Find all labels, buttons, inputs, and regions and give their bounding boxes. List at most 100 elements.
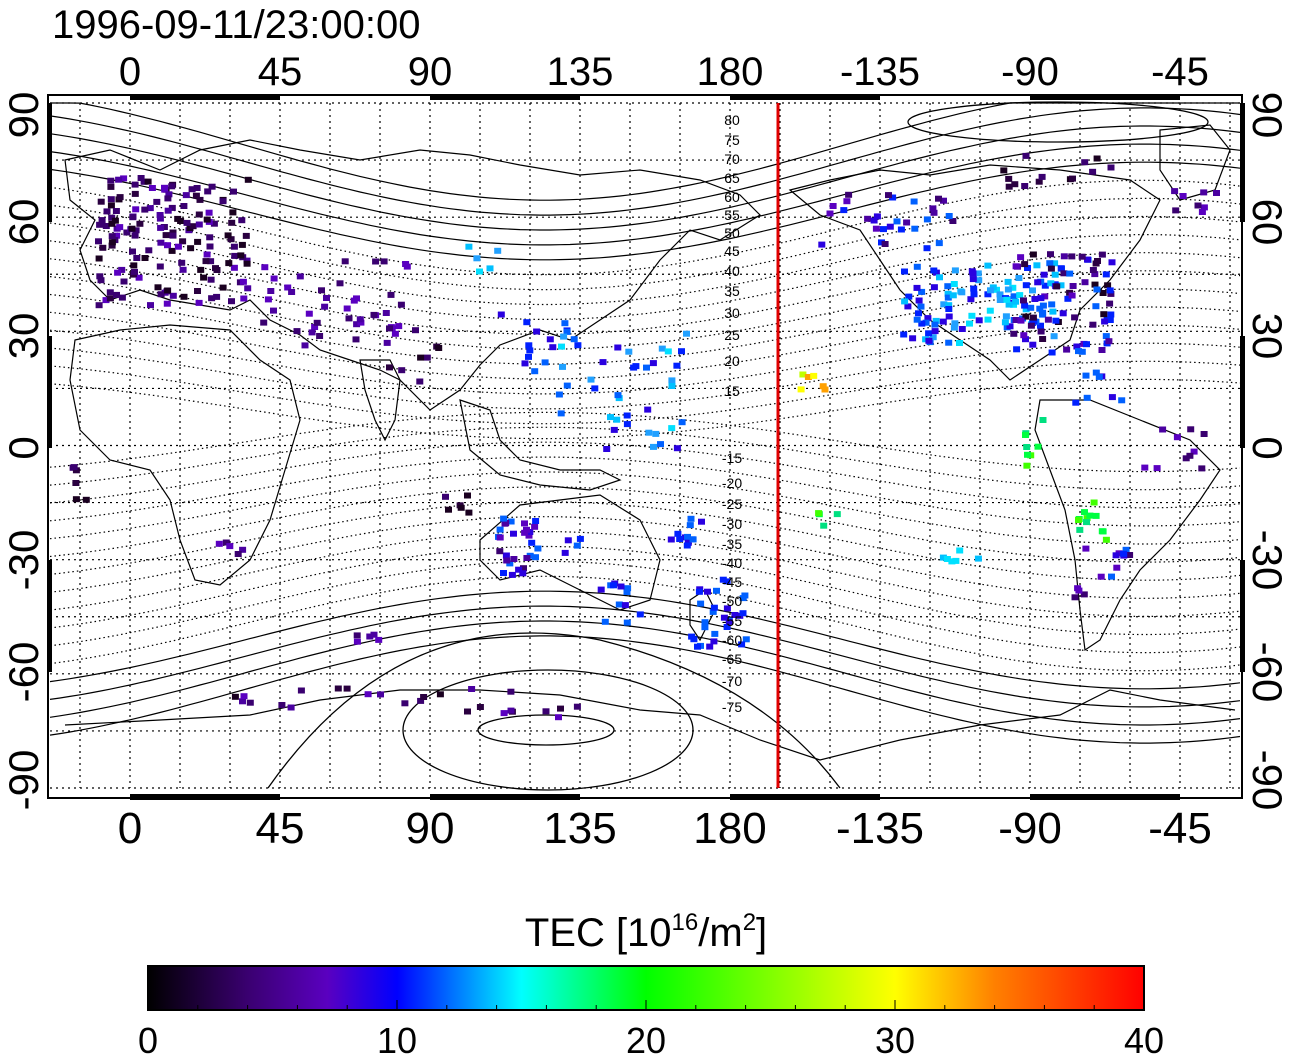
colorbar-tick-label: 30 <box>875 1020 915 1057</box>
tec-cell <box>925 337 933 344</box>
tec-cell <box>658 345 666 352</box>
tec-cell <box>1078 348 1086 355</box>
tec-cell <box>353 321 361 328</box>
tec-cell <box>1011 181 1019 188</box>
tec-cell <box>194 238 202 245</box>
tec-cell <box>1034 443 1042 450</box>
colorbar-title-exponent2: 2 <box>743 909 756 936</box>
tec-cell <box>1099 290 1107 296</box>
tec-cell <box>206 234 214 241</box>
tec-cell <box>940 197 947 204</box>
tec-cell <box>356 316 364 323</box>
tec-cell <box>905 293 913 300</box>
tec-cell <box>623 619 631 626</box>
tec-cell <box>169 292 177 299</box>
contour-label: 20 <box>724 353 740 369</box>
tec-cell <box>943 556 951 562</box>
tec-cell <box>244 285 252 292</box>
tec-cell <box>657 441 664 448</box>
tec-cell <box>212 265 219 272</box>
tec-cell <box>1098 251 1106 258</box>
tec-cell <box>1187 426 1195 433</box>
tec-cell <box>649 360 657 367</box>
contour-label: -65 <box>722 651 742 667</box>
tec-cell <box>1069 175 1076 182</box>
tec-cell <box>200 274 208 281</box>
mag-contour-line <box>49 575 1241 672</box>
tec-cell <box>106 295 114 302</box>
tec-cell <box>738 641 746 648</box>
tec-cell <box>148 185 156 191</box>
tec-cell <box>1039 336 1047 342</box>
tec-cell <box>147 302 154 309</box>
tec-cell <box>958 326 966 332</box>
tec-cell <box>180 203 188 209</box>
right-lat-tick: 90 <box>1244 92 1291 139</box>
tec-cell <box>510 556 518 562</box>
tec-cell <box>502 520 510 526</box>
tec-cell <box>623 589 631 595</box>
contour-label: -45 <box>722 574 742 590</box>
tec-cell <box>1000 167 1008 174</box>
tec-cell <box>968 312 976 319</box>
timestamp-title: 1996-09-11/23:00:00 <box>52 3 420 47</box>
tec-cell <box>364 691 372 698</box>
tec-cell <box>615 601 623 608</box>
tec-cell <box>923 245 931 252</box>
tec-cell <box>644 406 652 413</box>
tec-cell <box>1021 261 1029 268</box>
tec-cell <box>1092 303 1100 310</box>
bottom-lon-tick: -90 <box>998 804 1062 853</box>
tec-cell <box>387 291 395 298</box>
tec-cell <box>1190 448 1198 455</box>
tec-cell <box>1003 296 1011 303</box>
tec-measurements <box>69 152 1220 721</box>
mag-contour-line <box>49 441 1241 509</box>
tec-cell <box>523 319 531 326</box>
tec-cell <box>1122 546 1130 553</box>
tec-cell <box>135 274 143 281</box>
tec-cell <box>698 518 705 525</box>
tec-cell <box>520 565 527 572</box>
tec-cell <box>208 295 216 302</box>
tec-cell <box>132 206 140 213</box>
tec-cell <box>270 307 277 314</box>
tec-cell <box>131 232 139 239</box>
tec-cell <box>500 570 507 576</box>
tec-cell <box>1047 280 1055 287</box>
bottom-lon-tick: 45 <box>256 804 305 853</box>
tec-cell <box>336 280 344 287</box>
tec-cell <box>623 421 631 428</box>
contour-label: -60 <box>722 632 742 648</box>
tec-cell <box>146 205 154 212</box>
tec-cell <box>72 480 80 486</box>
mag-contour-line <box>49 107 1241 216</box>
tec-cell <box>1094 258 1101 264</box>
tec-cell <box>1075 587 1083 594</box>
tec-cell <box>1040 271 1048 278</box>
colorbar-title-suffix: ] <box>756 911 767 955</box>
contour-label: -70 <box>722 673 742 689</box>
tec-cell <box>673 445 681 452</box>
tec-cell <box>563 328 571 335</box>
tec-cell <box>508 571 516 578</box>
tec-cell <box>929 205 937 212</box>
tec-cell <box>203 216 211 223</box>
tec-cell <box>1083 394 1091 401</box>
right-lat-axis: 90 60 30 0 -30 -60 -90 <box>1244 92 1291 811</box>
contour-label: 60 <box>724 189 740 205</box>
tec-cell <box>229 209 237 216</box>
tec-cell <box>423 354 431 361</box>
tec-cell <box>557 410 565 417</box>
left-lat-tick: -60 <box>0 642 47 703</box>
tec-cell <box>810 372 818 379</box>
tec-cell <box>1012 263 1020 270</box>
tec-cell <box>676 536 684 542</box>
tec-cell <box>297 687 305 694</box>
tec-cell <box>625 348 633 355</box>
coastline-path <box>788 164 1161 381</box>
south-pole-contour <box>267 632 841 789</box>
contour-label: 55 <box>724 207 740 223</box>
tec-cell <box>313 319 321 326</box>
bottom-lon-tick: 0 <box>118 804 142 853</box>
